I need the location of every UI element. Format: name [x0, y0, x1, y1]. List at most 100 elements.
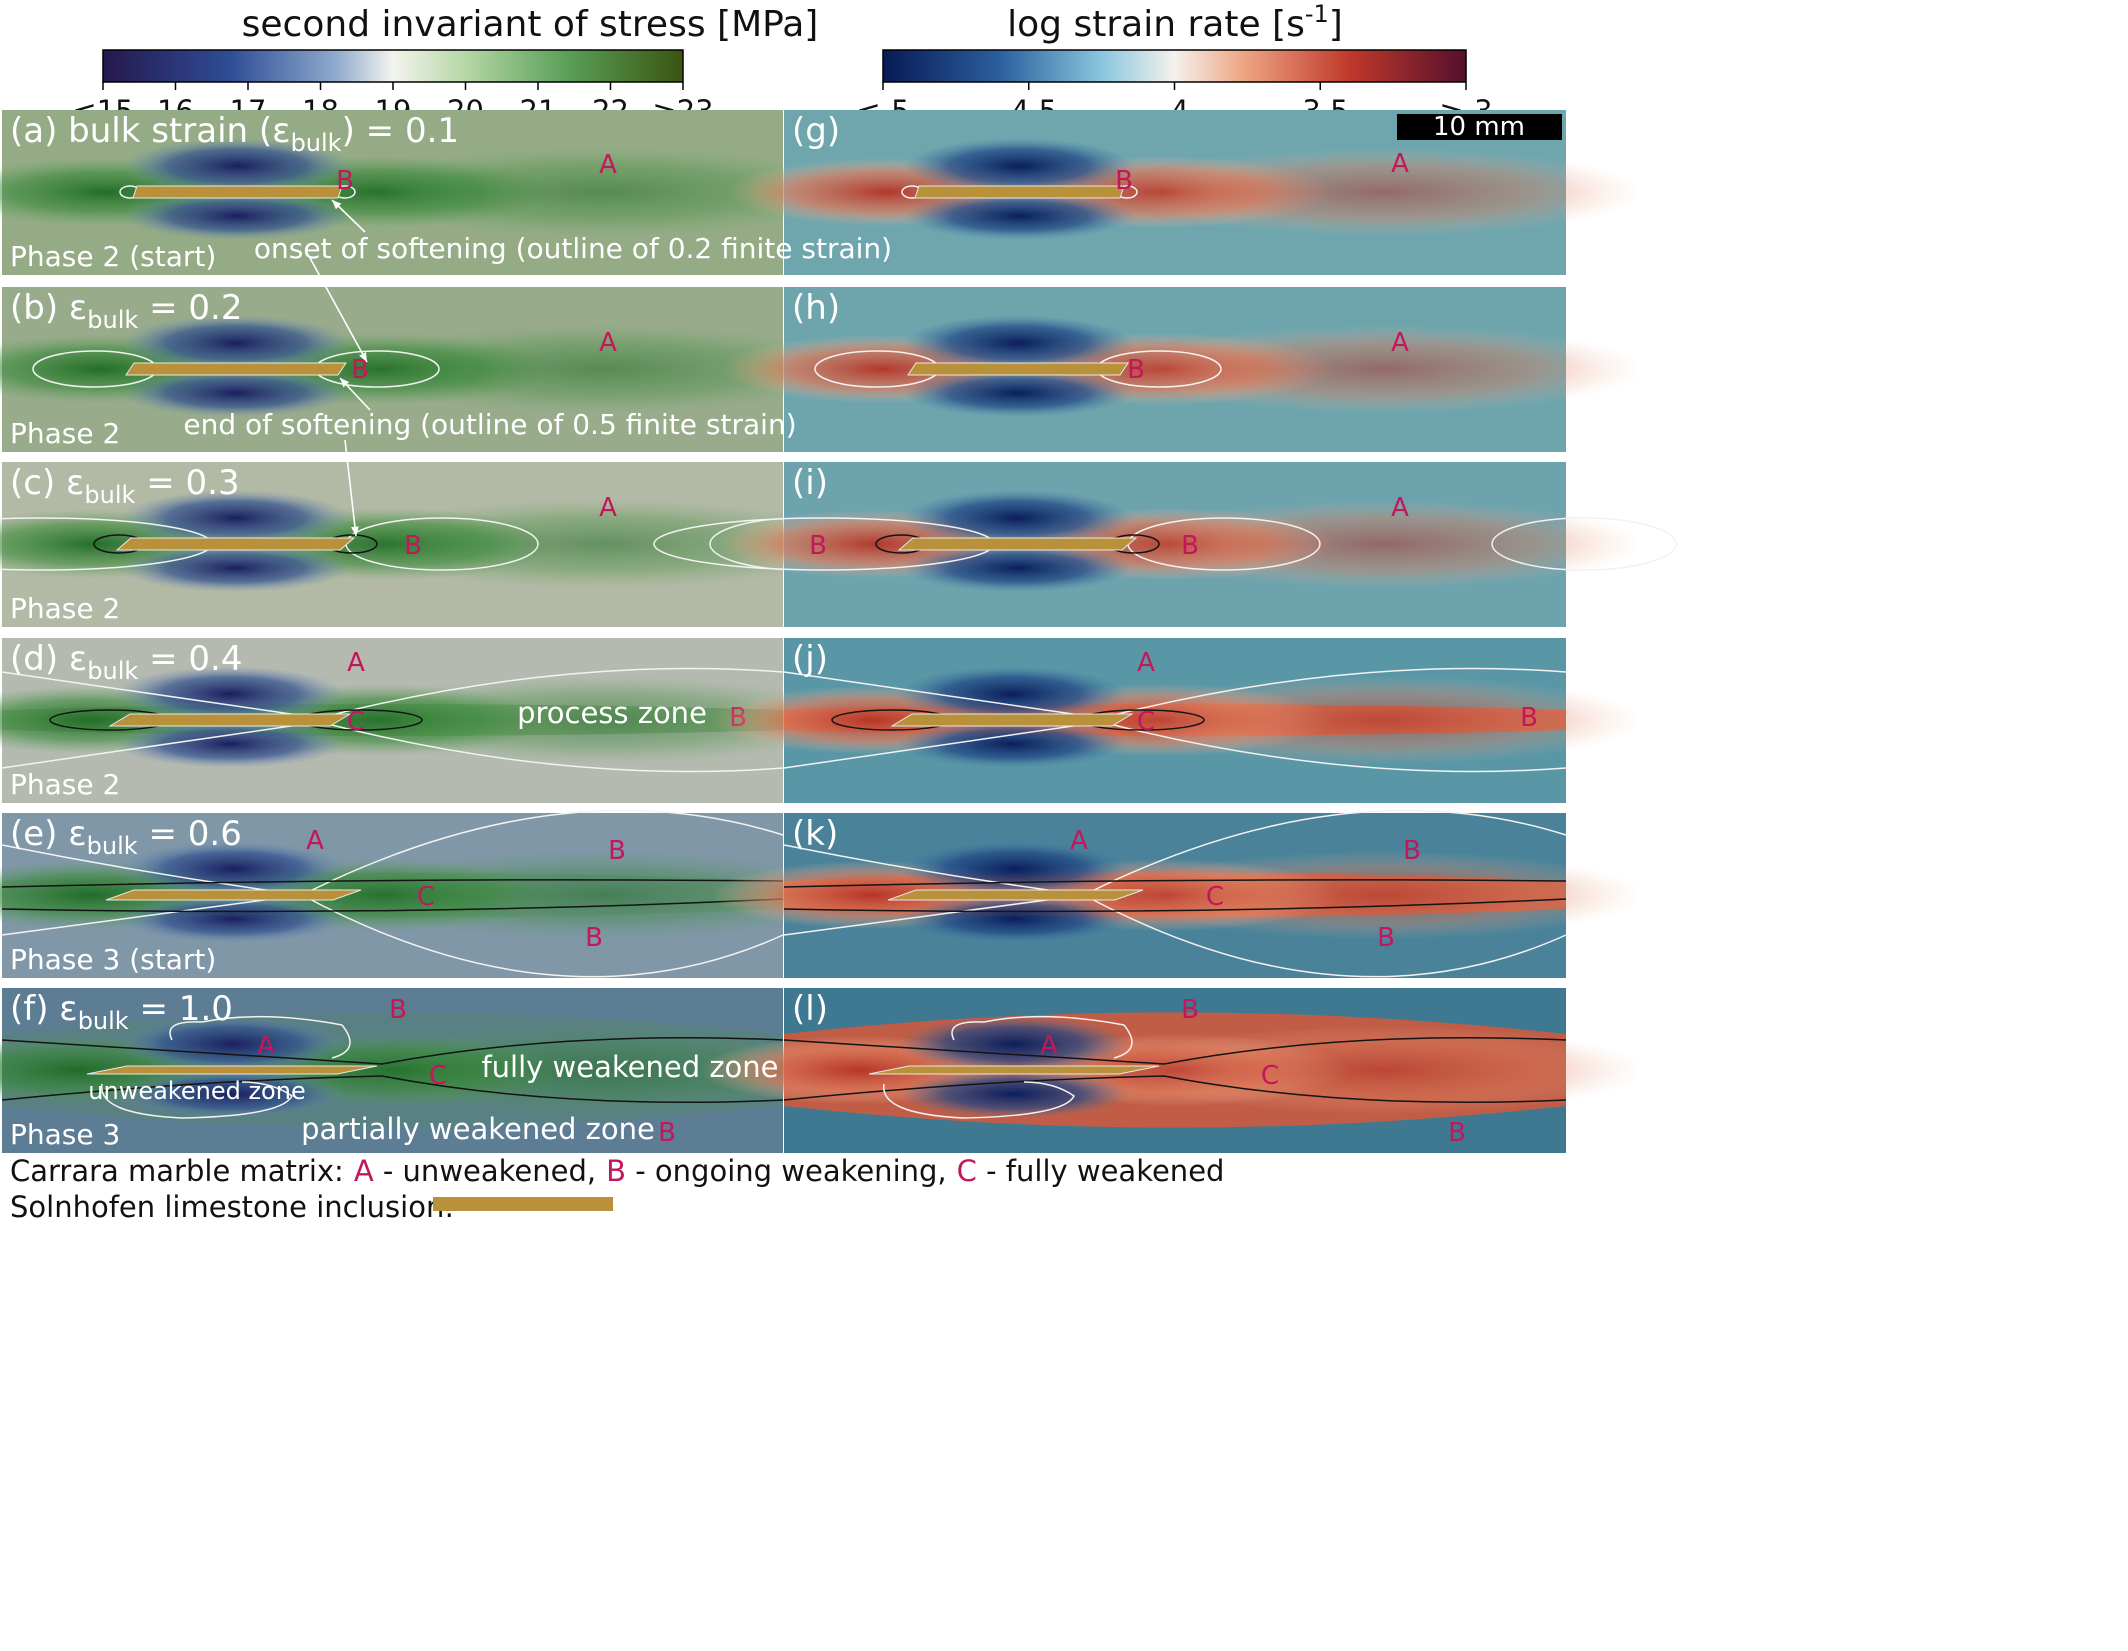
pressure-shadow-bottom — [902, 544, 1133, 592]
arrow-end-b-head — [340, 378, 350, 388]
legend-inclusion-label: Solnhofen limestone inclusion: — [10, 1190, 454, 1224]
zone-letter-a: A — [1391, 493, 1409, 523]
rate-colorbar-title: log strain rate [s-1] — [1007, 0, 1343, 45]
limestone-inclusion — [132, 185, 343, 199]
legend-inclusion-swatch — [433, 1197, 613, 1211]
strain-outline-02 — [311, 667, 784, 773]
strain-outline-05 — [1, 1075, 784, 1104]
stress-panel-e: A B C B (e) εbulk = 0.6 Phase 3 (start) — [0, 809, 862, 978]
pressure-shadow-top — [115, 666, 345, 722]
rate-panel-e: A B C B (k) — [712, 809, 1644, 978]
pressure-shadow-top — [904, 138, 1135, 194]
zone-letter-b: B — [658, 1118, 676, 1148]
zone-letter-c: C — [429, 1061, 447, 1091]
stress-colorbar-title: second invariant of stress [MPa] — [242, 4, 819, 45]
panel-label: (l) — [792, 989, 828, 1029]
zone-letter-c: C — [1261, 1061, 1279, 1091]
pressure-shadow-bottom — [900, 895, 1131, 943]
zone-letter-c: C — [417, 882, 435, 912]
far-field-lobe — [342, 851, 862, 939]
limestone-inclusion — [887, 889, 1144, 901]
unweakened-outline-bottom — [101, 1081, 293, 1119]
arrow-end-c-head — [351, 526, 359, 536]
far-field-lobe — [342, 325, 862, 413]
pressure-shadow-bottom — [122, 192, 353, 240]
onset-softening-annotation: onset of softening (outline of 0.2 finit… — [254, 232, 892, 265]
pressure-shadow-top — [897, 666, 1127, 722]
limestone-inclusion — [125, 362, 347, 376]
process-zone-annotation: process zone — [517, 696, 707, 730]
panel-label: (b) εbulk = 0.2 — [10, 288, 243, 334]
pressure-shadow-top — [899, 1016, 1129, 1072]
zone-letter-a: A — [599, 328, 617, 358]
strain-outline-05 — [1, 1036, 784, 1065]
rate-colorbar: log strain rate [s-1] ≤-5-4.5-4-3.5≥-3 — [856, 0, 1492, 128]
arrow-onset-b — [309, 257, 368, 363]
strain-outline-05 — [783, 1036, 1567, 1065]
rate-panel-b: A B (h) — [722, 287, 1644, 452]
scale-bar: 10 mm — [1397, 112, 1562, 142]
zone-letter-b: B — [585, 923, 603, 953]
zone-letter-a: A — [1070, 826, 1088, 856]
panel-label: (a) bulk strain (εbulk) = 0.1 — [10, 111, 459, 157]
far-field-lobe — [342, 676, 862, 764]
pressure-shadow-top — [121, 315, 351, 371]
limestone-inclusion — [907, 362, 1129, 376]
phase-label: Phase 2 (start) — [10, 240, 216, 273]
rate-panel-f: B A C B (l) — [699, 988, 1644, 1153]
zone-letter-b: B — [1377, 923, 1395, 953]
far-field-lobe — [342, 148, 862, 236]
phase-label: Phase 2 — [10, 592, 120, 625]
arrow-end-c — [344, 439, 357, 537]
arrow-onset-b-head — [359, 352, 367, 362]
zone-letter-a: A — [1391, 328, 1409, 358]
zone-letter-b: B — [1181, 531, 1199, 561]
zone-letter-b: B — [336, 166, 354, 196]
strain-outline-02 — [1491, 517, 1677, 571]
strain-outline-02 — [783, 809, 1567, 896]
legend: Carrara marble matrix: A - unweakened, B -… — [10, 1154, 1224, 1224]
panel-label: (c) εbulk = 0.3 — [10, 463, 240, 509]
strain-outline-02 — [1, 809, 784, 896]
unweakened-outline-top — [169, 1015, 351, 1059]
zone-letter-b: B — [608, 836, 626, 866]
far-field-lobe — [1124, 1026, 1644, 1114]
pressure-shadow-bottom — [117, 1070, 347, 1118]
zone-letter-b: B — [1403, 836, 1421, 866]
pressure-shadow-bottom — [903, 369, 1133, 417]
strain-outline-05 — [783, 1075, 1567, 1104]
far-field-lobe — [1124, 325, 1644, 413]
phase-label: Phase 2 — [10, 417, 120, 450]
strain-outline-02 — [1, 894, 784, 978]
pressure-shadow-bottom — [118, 895, 349, 943]
pressure-shadow-bottom — [115, 720, 345, 768]
stress-panel-a: A B (a) bulk strain (εbulk) = 0.1 Phase 2 (… — [0, 110, 862, 275]
zone-letter-a: A — [599, 493, 617, 523]
stress-colorbar: second invariant of stress [MPa] ≤151617… — [72, 4, 818, 128]
legend-matrix: Carrara marble matrix: A - unweakened, B -… — [10, 1154, 1224, 1188]
panel-label: (g) — [792, 111, 840, 151]
zone-letter-b: B — [1127, 355, 1145, 385]
far-field-lobe — [1124, 500, 1644, 588]
strain-outline-05 — [1, 879, 784, 888]
zone-letter-b: B — [1520, 703, 1538, 733]
pressure-shadow-bottom — [897, 720, 1127, 768]
zone-letter-b: B — [1448, 1118, 1466, 1148]
zone-letter-a: A — [347, 648, 365, 678]
limestone-inclusion — [105, 889, 362, 901]
panel-label: (j) — [792, 639, 828, 679]
panel-label: (i) — [792, 463, 828, 503]
zone-letter-c: C — [1137, 707, 1155, 737]
rate-panel-d: AC B (j) — [712, 638, 1644, 803]
zone-letter-b: B — [351, 355, 369, 385]
zone-letter-a: A — [1137, 648, 1155, 678]
stress-panel-f: B A C B (f) εbulk = 1.0 Phase 3 — [0, 988, 862, 1153]
zone-letter-a: A — [599, 150, 617, 180]
strain-outline-05 — [1, 898, 784, 913]
panel-label: (k) — [792, 814, 838, 854]
far-field-lobe — [1124, 676, 1644, 764]
limestone-inclusion — [86, 1065, 378, 1075]
limestone-inclusion — [890, 713, 1134, 727]
